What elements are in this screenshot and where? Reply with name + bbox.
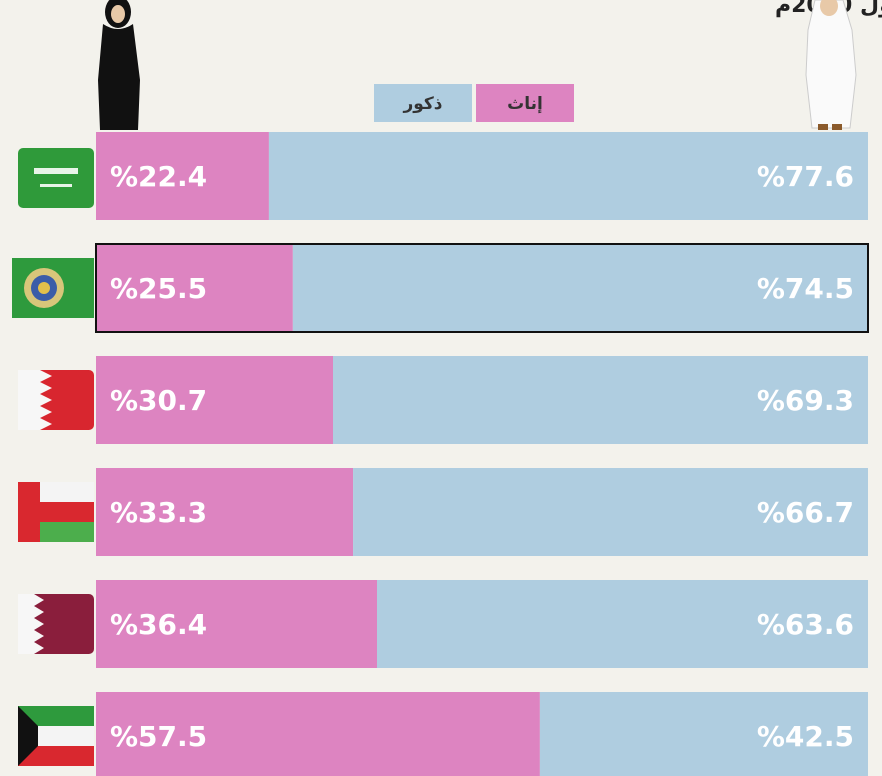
- value-label: %57.5: [110, 720, 207, 753]
- bars: %22.4 %77.6 %25.5 %74.5 %30.7 %69.3 %33.3 %66.7…: [96, 132, 869, 776]
- flag-saudi: [18, 148, 94, 208]
- value-label: %42.5: [757, 720, 854, 753]
- value-label: %74.5: [757, 272, 854, 305]
- value-label: %66.7: [757, 496, 854, 529]
- bar-segment: [96, 468, 354, 556]
- highlight-border: [95, 243, 869, 333]
- bar-segment: [333, 356, 868, 444]
- flag-kuwait: [18, 706, 94, 766]
- value-label: %33.3: [110, 496, 207, 529]
- flag-gcc: [12, 258, 94, 318]
- value-label: %30.7: [110, 384, 207, 417]
- bar-segment: [377, 580, 868, 668]
- value-label: %69.3: [757, 384, 854, 417]
- bar-segment: [539, 692, 868, 776]
- legend-label: ذكور: [402, 94, 442, 114]
- bar-segment: [353, 468, 868, 556]
- bar-segment: [96, 356, 334, 444]
- bar-segment: [96, 244, 293, 332]
- legend-swatch: [476, 84, 574, 122]
- value-label: %25.5: [110, 272, 207, 305]
- legend-swatch: [374, 84, 472, 122]
- flag-bahrain: [18, 370, 94, 430]
- bar-segment: [292, 244, 868, 332]
- male-figure: [805, 0, 857, 130]
- legend-label: إناث: [507, 94, 543, 114]
- value-label: %22.4: [110, 160, 207, 193]
- bar-segment: [96, 692, 540, 776]
- bar-segment: [268, 132, 869, 220]
- legend: إناث ذكور: [374, 84, 574, 122]
- flag-oman: [18, 482, 94, 542]
- bar-segment: [96, 132, 269, 220]
- bar-segment: [96, 580, 378, 668]
- flag-qatar: [18, 594, 94, 654]
- value-label: %36.4: [110, 608, 207, 641]
- value-label: %63.6: [757, 608, 854, 641]
- value-label: %77.6: [757, 160, 854, 193]
- female-figure: [98, 0, 140, 130]
